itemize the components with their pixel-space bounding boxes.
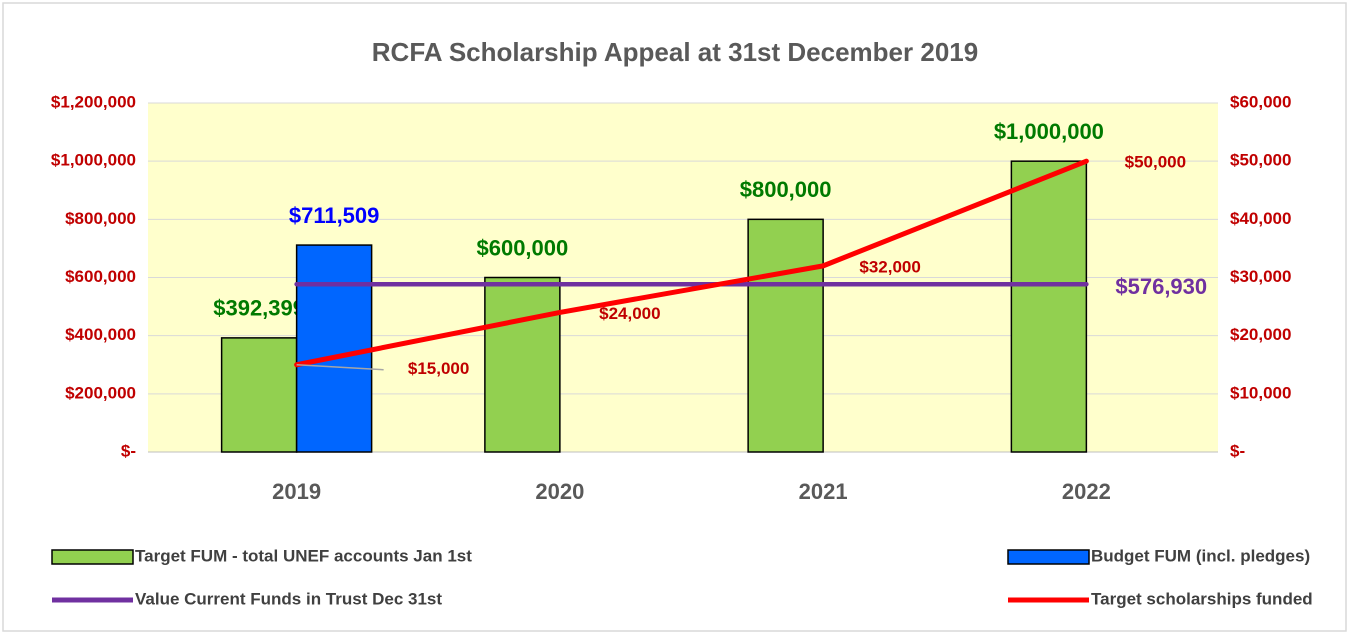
data-label: $32,000 <box>859 257 920 276</box>
data-label: $392,399 <box>213 296 305 321</box>
y2-tick-label: $30,000 <box>1230 267 1291 286</box>
legend-swatch <box>51 549 134 565</box>
x-tick-label: 2020 <box>535 479 584 504</box>
bar <box>747 218 824 453</box>
data-label: $600,000 <box>476 235 568 260</box>
chart-title: RCFA Scholarship Appeal at 31st December… <box>372 37 978 67</box>
data-label: $800,000 <box>740 177 832 202</box>
y2-tick-label: $60,000 <box>1230 92 1291 111</box>
data-label: $576,930 <box>1115 274 1207 299</box>
x-tick-label: 2019 <box>272 479 321 504</box>
y2-tick-label: $40,000 <box>1230 209 1291 228</box>
data-label: $24,000 <box>599 304 660 323</box>
y-tick-label: $200,000 <box>65 383 136 402</box>
bar <box>295 244 373 453</box>
y-tick-label: $1,200,000 <box>51 92 136 111</box>
bar <box>484 276 561 453</box>
leader-line <box>296 364 384 371</box>
bar <box>1010 160 1088 453</box>
x-tick-label: 2022 <box>1062 479 1111 504</box>
data-label: $711,509 <box>289 203 380 228</box>
y-tick-label: $1,000,000 <box>51 151 136 170</box>
y2-tick-label: $10,000 <box>1230 383 1291 402</box>
y-tick-label: $- <box>121 441 136 460</box>
y2-tick-label: $- <box>1230 441 1245 460</box>
legend-label: Target scholarships funded <box>1091 589 1313 608</box>
bar <box>220 337 298 453</box>
y-tick-label: $800,000 <box>65 209 136 228</box>
legend-label: Target FUM - total UNEF accounts Jan 1st <box>135 546 472 565</box>
y-tick-label: $600,000 <box>65 267 136 286</box>
legend-swatch <box>1007 549 1090 565</box>
data-label: $50,000 <box>1125 153 1186 172</box>
legend-label: Budget FUM (incl. pledges) <box>1091 546 1310 565</box>
data-label: $15,000 <box>408 359 469 378</box>
data-label: $1,000,000 <box>994 119 1104 144</box>
legend-label: Value Current Funds in Trust Dec 31st <box>135 589 442 608</box>
y2-tick-label: $20,000 <box>1230 325 1291 344</box>
y2-tick-label: $50,000 <box>1230 151 1291 170</box>
x-tick-label: 2021 <box>799 479 848 504</box>
y-tick-label: $400,000 <box>65 325 136 344</box>
line <box>294 158 1089 368</box>
